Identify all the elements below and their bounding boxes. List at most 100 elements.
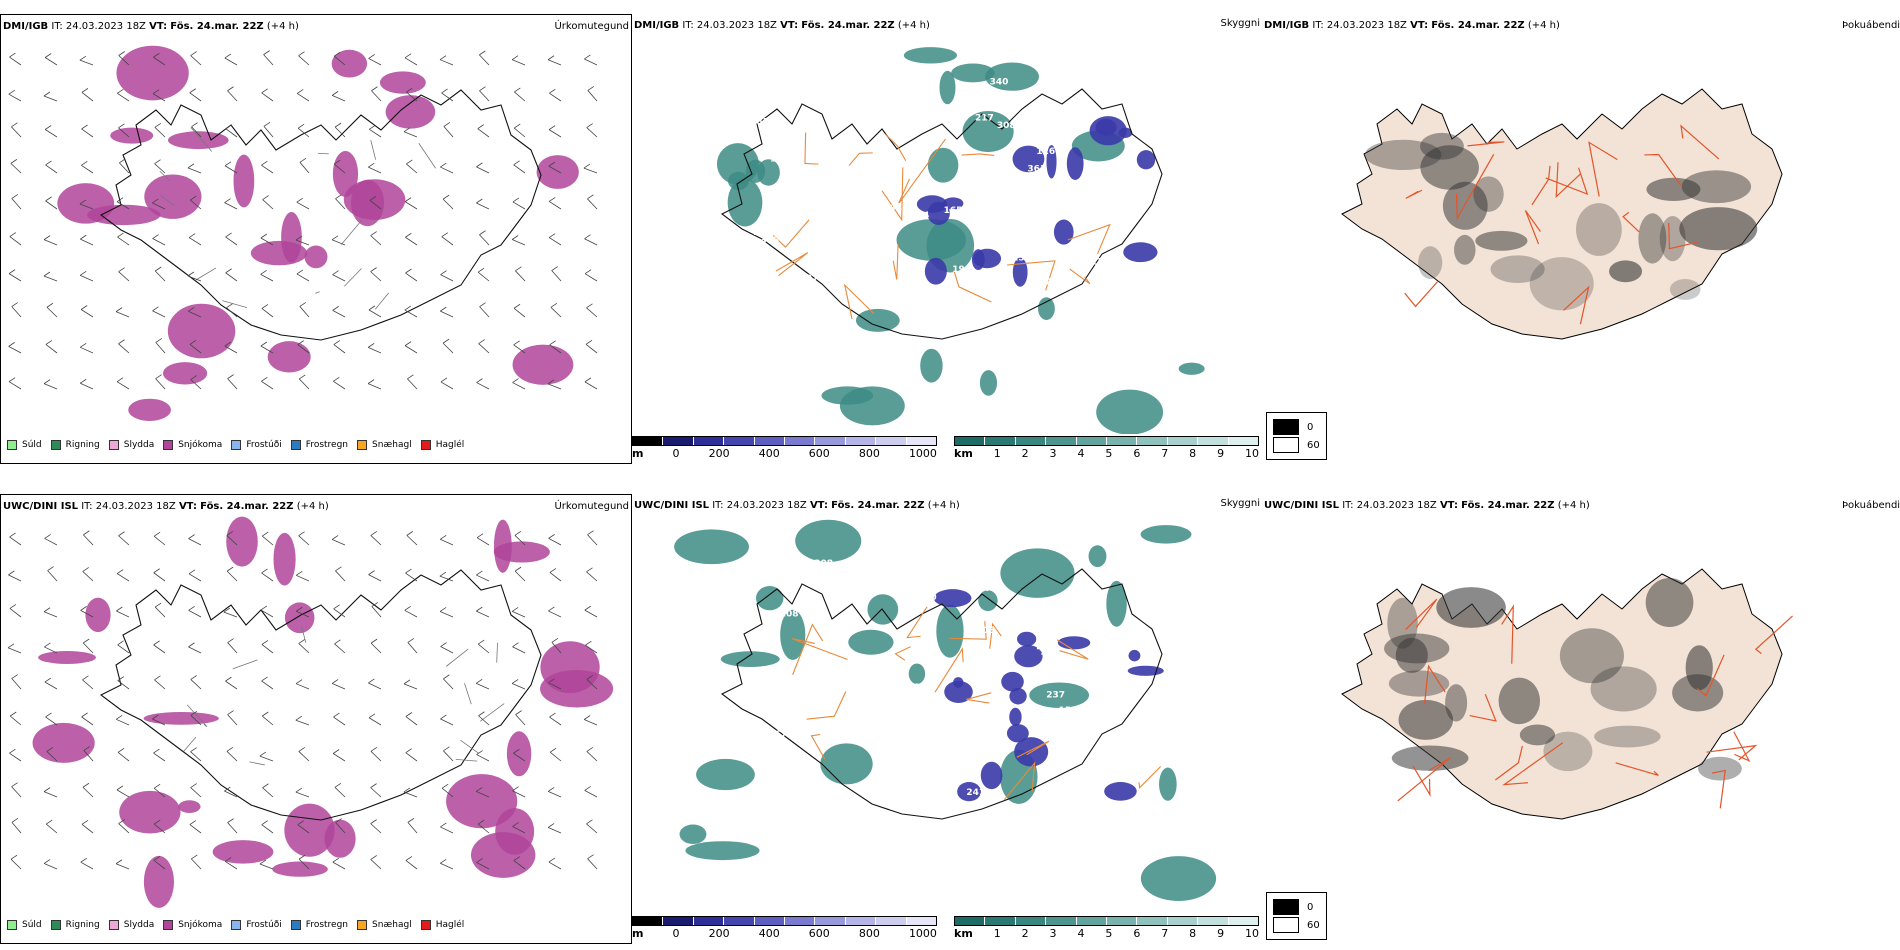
height-colorbar bbox=[632, 916, 937, 926]
wind-barb bbox=[587, 90, 598, 102]
wind-barb bbox=[8, 381, 22, 390]
cloud-base-value: 78 bbox=[803, 232, 816, 242]
wind-barb-flag bbox=[333, 604, 340, 610]
tick-label: 2 bbox=[1021, 927, 1029, 940]
wind-barb-flag bbox=[403, 127, 411, 133]
fog-area bbox=[1395, 637, 1428, 673]
wind-barb bbox=[331, 683, 346, 690]
cloud-base-value: 196 bbox=[952, 265, 971, 275]
wind-barb bbox=[331, 239, 346, 246]
cloud-map: 308 185 250 247 258 167 141 217 113 107 117 133 227 1… bbox=[716, 47, 1205, 434]
cloud-base-value: 148 bbox=[1040, 648, 1059, 658]
wind-barb bbox=[227, 822, 238, 834]
road-line bbox=[804, 132, 819, 165]
wind-barb bbox=[296, 610, 310, 618]
wind-barb bbox=[81, 716, 94, 726]
cloud-base-value: 372 bbox=[979, 584, 998, 594]
cloud-base-values: 340 241 278 372 675 158 149 124 124 572 237 108 190 5… bbox=[734, 559, 1139, 798]
road-line bbox=[445, 648, 469, 667]
wind-barb-flag bbox=[261, 88, 268, 94]
wind-barb bbox=[79, 203, 94, 210]
wind-barb bbox=[46, 306, 58, 318]
wind-barb-flag bbox=[512, 786, 519, 792]
tick-label: 800 bbox=[858, 927, 880, 940]
wind-barb-flag bbox=[370, 783, 377, 788]
colorbar-cell bbox=[985, 437, 1016, 445]
cloud-base-value: 160 bbox=[1054, 598, 1073, 608]
data-area bbox=[720, 651, 780, 667]
cloud-base-value: 675 bbox=[774, 730, 793, 740]
wind-barb-flag bbox=[439, 534, 447, 540]
data-area bbox=[1066, 147, 1084, 180]
wind-barb bbox=[43, 275, 58, 282]
cloud-base-value: 250 bbox=[760, 224, 779, 234]
wind-barb bbox=[586, 751, 598, 762]
wind-barb bbox=[551, 642, 562, 654]
wind-barb-flag bbox=[43, 787, 51, 792]
wind-barb-flag bbox=[370, 531, 378, 536]
wind-barb bbox=[189, 199, 202, 210]
wind-barb-flag bbox=[154, 675, 161, 681]
road-line bbox=[894, 646, 911, 661]
wind-barb bbox=[403, 683, 418, 690]
road-line bbox=[455, 759, 478, 762]
road-line bbox=[183, 736, 197, 752]
legend-label: Slydda bbox=[123, 920, 155, 930]
wind-barb bbox=[153, 56, 166, 66]
colorbar-cell bbox=[1107, 437, 1138, 445]
wind-barb-flag bbox=[46, 747, 54, 752]
wind-barb-flag bbox=[551, 638, 559, 643]
legend-swatch bbox=[108, 440, 119, 450]
fog-area bbox=[1436, 587, 1506, 628]
wind-barb-flag bbox=[476, 533, 484, 539]
panel-parameter: Skyggni bbox=[1220, 18, 1260, 29]
cloud-base-value: 237 bbox=[1046, 691, 1065, 701]
tick-label: 800 bbox=[858, 447, 880, 460]
legend-item: Snæhagl bbox=[357, 440, 412, 450]
wind-barb-flag bbox=[190, 783, 197, 788]
wind-barb bbox=[188, 573, 202, 582]
legend-item: Frostúði bbox=[231, 920, 282, 930]
road-line bbox=[460, 739, 479, 754]
cloud-base-value: 395 bbox=[745, 751, 764, 761]
wind-barb-flag bbox=[549, 568, 557, 573]
wind-barb-flag bbox=[190, 675, 197, 680]
cloud-areas bbox=[716, 47, 1205, 434]
data-area bbox=[32, 722, 95, 763]
road-line bbox=[1412, 765, 1431, 797]
wind-barb bbox=[44, 129, 58, 138]
wind-barb bbox=[440, 718, 454, 726]
fog-area bbox=[1594, 725, 1661, 748]
wind-barb-flag bbox=[298, 639, 305, 644]
fog-area bbox=[1672, 674, 1724, 712]
wind-barb-flag bbox=[335, 818, 342, 823]
wind-barb-flag bbox=[513, 303, 521, 309]
data-area bbox=[1089, 116, 1127, 146]
wind-barb-flag bbox=[115, 859, 123, 865]
wind-barb bbox=[587, 858, 598, 870]
cloud-base-value: 384 bbox=[911, 211, 930, 221]
wind-barb-flag bbox=[117, 89, 124, 94]
wind-barbs bbox=[8, 50, 598, 390]
wind-barb bbox=[11, 198, 22, 210]
wind-barb bbox=[369, 128, 382, 138]
fog-area bbox=[1398, 699, 1454, 740]
colorbar-cell bbox=[754, 917, 786, 925]
wind-barb bbox=[478, 343, 490, 354]
road-line bbox=[1588, 141, 1618, 197]
data-area bbox=[927, 147, 959, 183]
wind-barb-flag bbox=[404, 53, 412, 59]
data-area bbox=[536, 155, 579, 189]
wind-barb bbox=[190, 751, 202, 762]
wind-barb bbox=[43, 791, 58, 798]
data-area bbox=[1057, 636, 1091, 650]
wind-barb bbox=[439, 59, 454, 66]
wind-barb bbox=[260, 273, 274, 282]
road-line bbox=[1067, 223, 1111, 255]
wind-barb bbox=[80, 382, 94, 390]
wind-barb-flag bbox=[403, 679, 411, 685]
range-colorbar bbox=[954, 436, 1259, 446]
colorbar-cell bbox=[1015, 917, 1047, 925]
data-area bbox=[1140, 856, 1217, 901]
legend-item: Rigning bbox=[50, 920, 100, 930]
